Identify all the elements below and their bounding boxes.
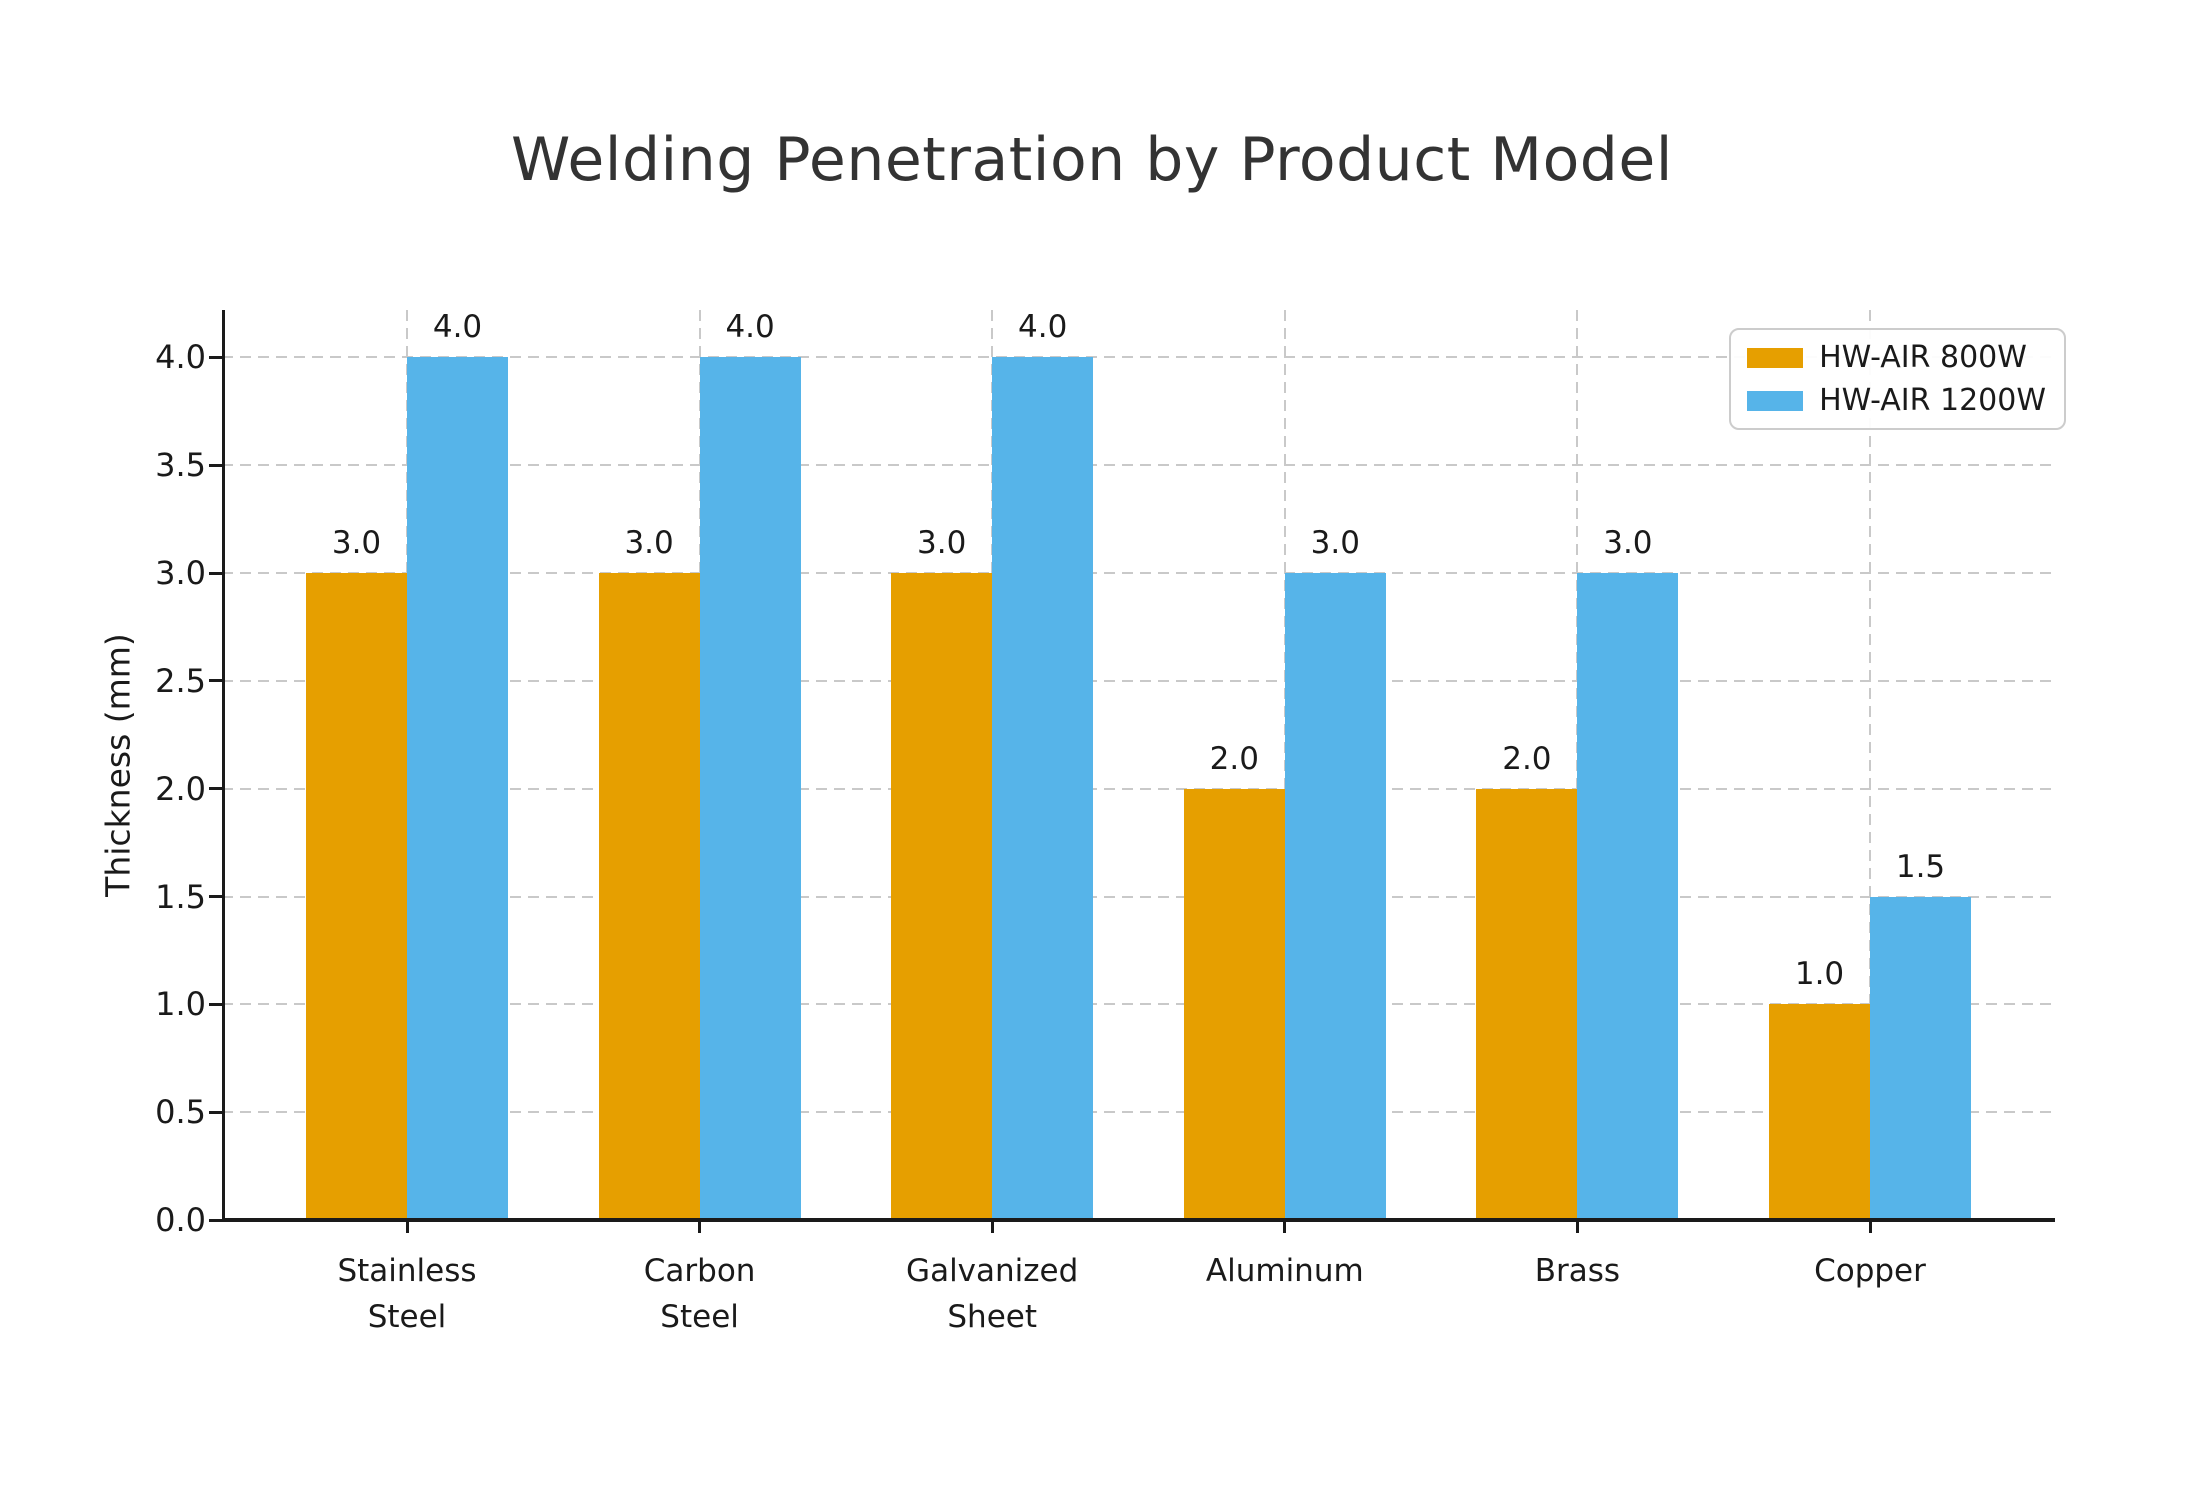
y-tick-mark [209,463,222,467]
y-tick-label: 1.5 [155,877,206,916]
bar-hw-air-800w [598,573,700,1220]
y-tick-label: 0.5 [155,1093,206,1132]
bar-value-label: 3.0 [624,525,674,562]
legend-label: HW-AIR 800W [1819,340,2027,375]
y-tick-mark [209,679,222,683]
y-tick-label: 3.0 [155,554,206,593]
legend-swatch [1747,347,1804,368]
x-axis-spine [222,1218,2055,1222]
gridline-horizontal [222,1111,2055,1114]
gridline-horizontal [222,895,2055,898]
gridline-horizontal [222,572,2055,575]
x-tick-label: Aluminum [1205,1253,1364,1289]
x-tick-label: Copper [1814,1253,1926,1289]
gridline-horizontal [222,787,2055,790]
y-tick-mark [209,571,222,575]
x-tick-label: Brass [1534,1253,1621,1289]
bar-hw-air-1200w [1284,573,1386,1220]
y-axis-spine [222,310,225,1220]
bar-hw-air-1200w [992,357,1094,1220]
x-tick-label: Galvanized Sheet [906,1253,1079,1335]
bar-hw-air-1200w [699,357,801,1220]
x-tick-mark [698,1221,702,1233]
y-tick-label: 4.0 [155,338,206,377]
chart-title: Welding Penetration by Product Model [511,125,1673,195]
legend-swatch [1747,390,1804,411]
bar-value-label: 3.0 [331,525,382,562]
y-tick-label: 1.0 [155,985,206,1024]
bar-hw-air-800w [891,573,993,1220]
plot-area: 0.0 0.5 1.0 1.5 2.0 2.5 3.0 3.5 4.0 Stainless Ste… [155,309,2055,1335]
bar-hw-air-800w [1476,788,1578,1220]
bar-hw-air-1200w [1577,573,1679,1220]
gridline-vertical [1869,310,1871,1220]
y-tick-label: 2.0 [155,769,206,808]
x-tick-mark [990,1221,994,1233]
y-tick-mark [209,787,222,791]
bar-value-label: 2.0 [1209,740,1259,777]
bar-hw-air-1200w [1870,896,1971,1220]
bar-hw-air-800w [1183,788,1285,1220]
bar-value-label: 4.0 [432,309,483,346]
bar-hw-air-800w [306,573,407,1220]
y-tick-mark [209,355,222,359]
legend-item: HW-AIR 1200W [1747,383,2046,418]
bar-value-label: 1.0 [1794,956,1845,993]
legend-label: HW-AIR 1200W [1819,383,2046,418]
y-tick-mark [209,895,222,899]
bar-hw-air-800w [1769,1004,1870,1220]
x-tick-label: Stainless Steel [337,1253,477,1335]
gridline-horizontal [222,679,2055,682]
bar-value-label: 4.0 [1018,309,1068,346]
y-tick-label: 0.0 [155,1201,206,1239]
legend: HW-AIR 800W HW-AIR 1200W [1729,328,2066,430]
y-tick-mark [209,1002,222,1006]
x-tick-mark [1868,1221,1872,1233]
y-tick-label: 3.5 [155,446,206,485]
bar-value-label: 3.0 [1310,525,1360,562]
y-tick-label: 2.5 [155,661,206,700]
bar-hw-air-1200w [407,357,508,1220]
x-tick-mark [1283,1221,1287,1233]
y-tick-mark [209,1218,222,1222]
bar-value-label: 2.0 [1502,740,1552,777]
legend-item: HW-AIR 800W [1747,340,2046,375]
x-tick-label: Carbon Steel [643,1253,756,1335]
gridline-horizontal [222,464,2055,467]
y-tick-mark [209,1110,222,1114]
bar-value-label: 1.5 [1895,848,1946,885]
bar-value-label: 4.0 [725,309,775,346]
x-tick-mark [1575,1221,1579,1233]
gridline-horizontal [222,356,2055,359]
gridline-horizontal [222,1003,2055,1006]
bar-value-label: 3.0 [917,525,967,562]
bar-value-label: 3.0 [1603,525,1653,562]
x-tick-mark [405,1221,409,1233]
